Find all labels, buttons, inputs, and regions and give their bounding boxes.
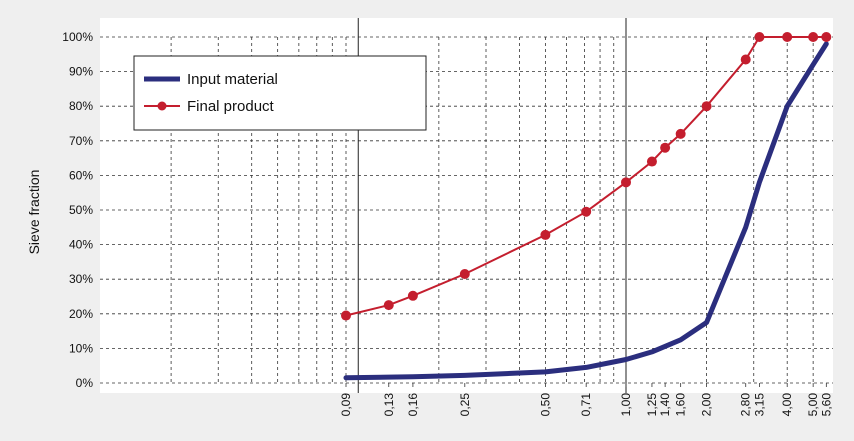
y-tick-label: 20% [69, 307, 93, 321]
y-tick-label: 70% [69, 134, 93, 148]
y-tick-labels: 0% 10% 20% 30% 40% 50% 60% 70% 80% 90% 100% [62, 30, 93, 390]
x-tick-label: 1,60 [674, 393, 688, 417]
final-product-point [581, 206, 592, 217]
x-tick-label: 1,25 [645, 393, 659, 417]
y-tick-label: 40% [69, 238, 93, 252]
y-tick-label: 80% [69, 99, 93, 113]
final-product-point [754, 32, 765, 42]
y-tick-label: 90% [69, 65, 93, 79]
x-tick-label: 0,25 [458, 393, 472, 417]
final-product-point [540, 229, 551, 240]
series-input-material-line [343, 41, 829, 381]
x-tick-labels: 0,09 0,13 0,16 0,25 0,50 0,71 1,00 1,25 1,40 1,60… [339, 383, 833, 416]
legend-box [133, 55, 427, 131]
final-product-point [808, 32, 819, 42]
y-tick-label: 10% [69, 341, 93, 355]
y-tick-label: 30% [69, 272, 93, 286]
final-product-point [383, 300, 394, 311]
legend-final-swatch-marker [157, 101, 167, 111]
x-tick-label: 4,00 [780, 393, 794, 417]
x-tick-label: 5,60 [819, 393, 833, 417]
grid [100, 18, 833, 393]
legend-input-label: Input material [187, 71, 278, 88]
legend: Input material Final product [133, 55, 427, 131]
y-tick-label: 0% [76, 376, 94, 390]
x-tick-label: 2,00 [700, 393, 714, 417]
final-product-point [740, 54, 751, 65]
x-tick-label: 1,40 [658, 393, 672, 417]
legend-final-label: Final product [187, 98, 275, 115]
final-product-point [675, 128, 686, 139]
series-final-product-line [345, 36, 827, 317]
x-tick-label: 0,71 [579, 393, 593, 417]
final-product-point [821, 32, 832, 42]
final-product-point [621, 177, 631, 188]
y-tick-label: 60% [69, 168, 93, 182]
final-product-point [782, 32, 793, 42]
final-product-point [341, 310, 351, 321]
x-tick-label: 0,09 [339, 393, 353, 417]
x-tick-label: 2,80 [739, 393, 753, 417]
final-product-point [646, 156, 657, 167]
series-layer [341, 32, 832, 381]
x-tick-label: 0,16 [406, 393, 420, 417]
y-tick-label: 100% [62, 30, 93, 44]
y-tick-label: 50% [69, 203, 93, 217]
x-tick-label: 5,00 [806, 393, 820, 417]
final-product-point [701, 101, 712, 112]
final-product-point [660, 142, 671, 153]
x-tick-label: 1,00 [619, 393, 633, 417]
x-tick-label: 0,13 [382, 393, 396, 417]
x-tick-label: 3,15 [752, 393, 766, 417]
final-product-point [407, 290, 418, 301]
x-tick-label: 0,50 [538, 393, 552, 417]
final-product-point [459, 269, 470, 280]
y-axis-label: Sieve fraction [26, 170, 42, 255]
